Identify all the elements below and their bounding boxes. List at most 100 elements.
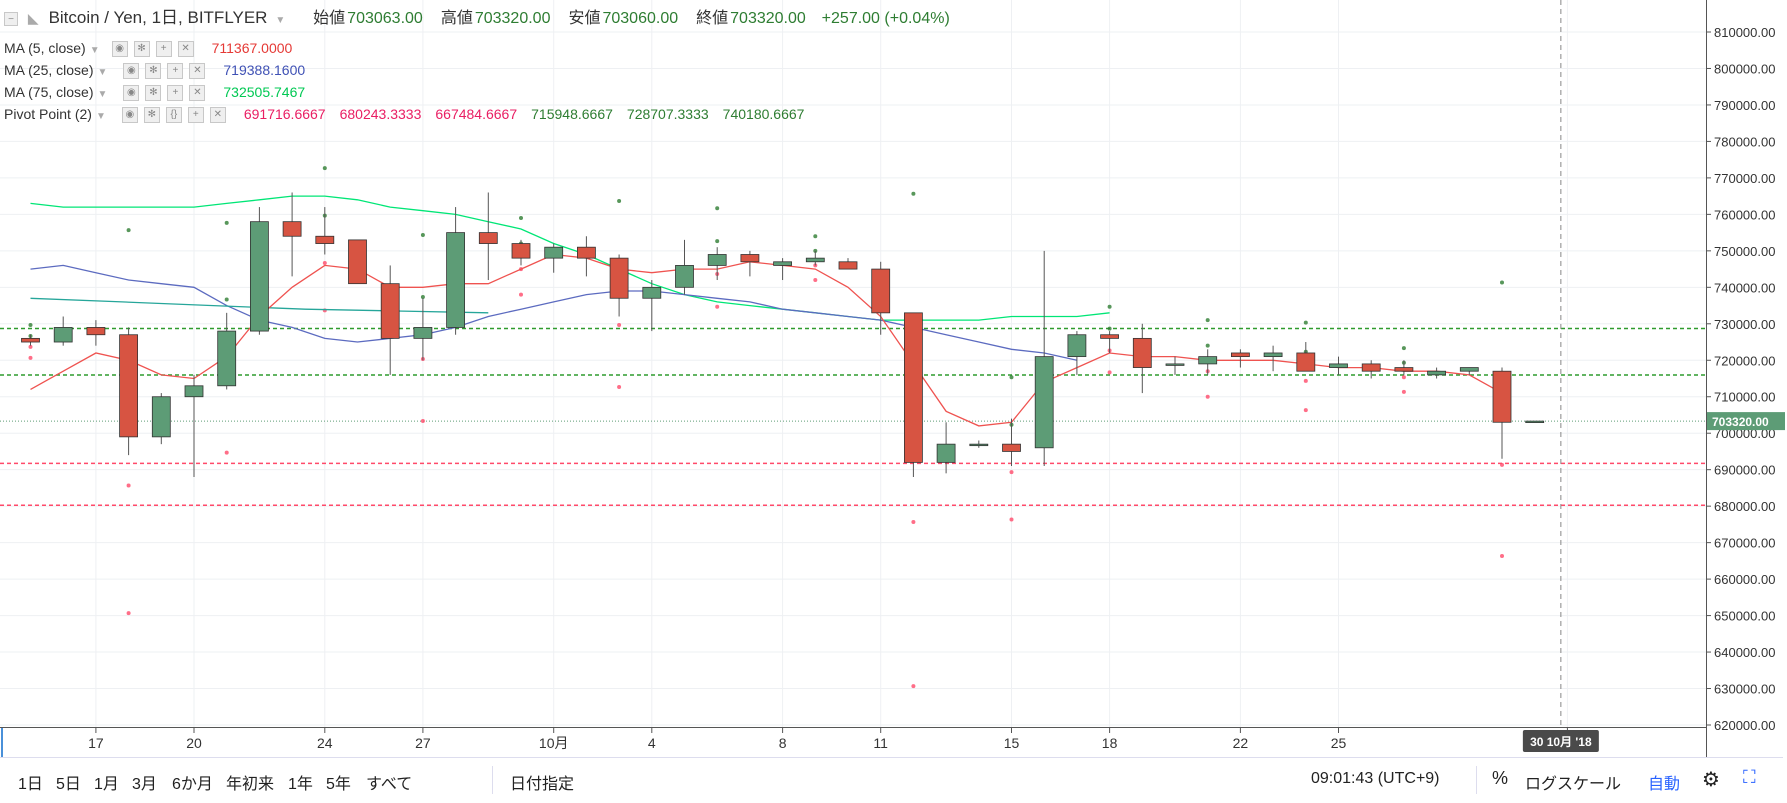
- plus-icon[interactable]: +: [187, 107, 204, 124]
- chevron-down-icon[interactable]: ▼: [97, 89, 108, 100]
- candle-body: [642, 286, 662, 299]
- eye-icon[interactable]: ◉: [123, 63, 140, 80]
- y-tick-label: 640000.00: [1714, 645, 1775, 660]
- x-tick-label: 18: [1102, 735, 1118, 751]
- gear-icon[interactable]: ✻: [133, 41, 150, 58]
- timeframe-button[interactable]: 1年: [288, 776, 313, 793]
- y-tick-label: 770000.00: [1714, 171, 1775, 186]
- close-icon[interactable]: ✕: [177, 41, 194, 58]
- crosshair: 30 10月 '18: [1522, 0, 1599, 752]
- eye-icon[interactable]: ◉: [121, 107, 138, 124]
- candle-body: [511, 243, 531, 259]
- y-tick-label: 630000.00: [1714, 682, 1775, 697]
- indicator-name[interactable]: MA (5, close): [4, 40, 86, 56]
- pivot-dot: [617, 198, 622, 203]
- candle-body: [609, 257, 629, 299]
- pivot-dot: [911, 191, 916, 196]
- x-tick-label: 10月: [539, 735, 569, 751]
- indicator-value: 715948.6667: [531, 106, 613, 122]
- pivot-dot: [1009, 517, 1014, 522]
- pivot-dot: [1303, 320, 1308, 325]
- divider: [1476, 766, 1477, 794]
- x-tick-label: 4: [648, 735, 656, 751]
- symbol-title[interactable]: Bitcoin / Yen, 1日, BITFLYER: [48, 8, 268, 27]
- timeframe-button[interactable]: 6か月: [172, 776, 213, 793]
- close-icon[interactable]: ✕: [189, 63, 206, 80]
- y-tick-label: 710000.00: [1714, 390, 1775, 405]
- timeframe-button[interactable]: 5年: [326, 776, 351, 793]
- gear-icon[interactable]: ⚙: [1702, 769, 1720, 791]
- pivot-dot: [617, 385, 622, 390]
- indicator-value: 732505.7467: [223, 84, 306, 100]
- y-tick-label: 760000.00: [1714, 207, 1775, 222]
- timeframe-button[interactable]: 1月: [94, 776, 119, 793]
- candle-body: [1067, 334, 1087, 358]
- indicator-row[interactable]: MA (5, close) ▼ ◉ ✻ + ✕ 711367.0000: [4, 37, 298, 59]
- timeframe-button[interactable]: 3月: [132, 776, 157, 793]
- last-price-label: 703320.00: [1712, 415, 1769, 429]
- indicator-name[interactable]: MA (25, close): [4, 62, 94, 78]
- gear-icon[interactable]: ✻: [145, 63, 162, 80]
- timeframe-button[interactable]: 1日: [18, 776, 43, 793]
- eye-icon[interactable]: ◉: [111, 41, 128, 58]
- chevron-down-icon[interactable]: ▼: [95, 111, 106, 122]
- gear-icon[interactable]: ✻: [145, 85, 162, 102]
- gear-icon[interactable]: ✻: [143, 107, 160, 124]
- close-icon[interactable]: ✕: [209, 107, 226, 124]
- y-tick-label: 740000.00: [1714, 280, 1775, 295]
- ma25-line: [30, 264, 1078, 361]
- date-range-button[interactable]: 日付指定: [510, 776, 575, 793]
- y-tick-label: 730000.00: [1714, 317, 1775, 332]
- indicator-value: 740180.6667: [722, 106, 805, 122]
- collapse-icon[interactable]: −: [4, 12, 18, 27]
- indicator-name[interactable]: MA (75, close): [4, 84, 94, 100]
- indicator-row[interactable]: Pivot Point (2) ▼ ◉ ✻ {} + ✕ 691716.6667 680243.…: [4, 103, 810, 125]
- pivot-dot: [1500, 554, 1504, 559]
- pivot-lines: [0, 327, 1706, 507]
- indicator-value: 728707.3333: [626, 106, 709, 122]
- log-scale-button[interactable]: ログスケール: [1525, 776, 1622, 793]
- bottom-toolbar: 1日 5日 1月 3月 6か月 年初来 1年 5年 すべて 日付指定 09:01:43 (UTC…: [0, 757, 1783, 802]
- pivot-dot: [617, 323, 622, 328]
- legend: − ◣ Bitcoin / Yen, 1日, BITFLYER ▼ 始値 7030…: [0, 0, 1700, 150]
- pivot-dot: [1205, 394, 1210, 399]
- indicator-value: 691716.6667: [243, 106, 326, 122]
- braces-icon[interactable]: {}: [165, 107, 182, 124]
- close-icon[interactable]: ✕: [189, 85, 206, 102]
- candle-body: [1002, 443, 1021, 452]
- ohlc-value: 703320.00: [474, 10, 551, 27]
- plus-icon[interactable]: +: [167, 85, 184, 102]
- pivot-dot: [126, 483, 131, 488]
- pivot-dot: [420, 233, 425, 238]
- candle-body: [1394, 367, 1414, 372]
- clock: 09:01:43 (UTC+9): [1311, 770, 1440, 787]
- candle-body: [577, 246, 596, 259]
- percent-button[interactable]: %: [1492, 768, 1509, 788]
- pivot-dot: [126, 611, 131, 616]
- chevron-down-icon[interactable]: ▼: [275, 15, 286, 26]
- plus-icon[interactable]: +: [167, 63, 184, 80]
- plus-icon[interactable]: +: [155, 41, 172, 58]
- timeframe-button[interactable]: すべて: [366, 776, 413, 793]
- pivot-dot: [420, 419, 425, 424]
- auto-scale-button[interactable]: 自動: [1648, 776, 1681, 793]
- flag-icon[interactable]: ◣: [27, 10, 39, 26]
- pivot-dot: [911, 684, 916, 689]
- y-tick-label: 670000.00: [1714, 536, 1775, 551]
- price-chart[interactable]: 810000.00 800000.00 790000.00 780000.00 7700…: [0, 0, 1787, 757]
- timeframe-button[interactable]: 年初来: [226, 776, 275, 793]
- indicator-name[interactable]: Pivot Point (2): [4, 106, 92, 122]
- indicator-value: 667484.6667: [435, 106, 518, 122]
- candle-body: [1329, 363, 1348, 368]
- candle-body: [348, 239, 367, 285]
- eye-icon[interactable]: ◉: [123, 85, 140, 102]
- indicator-row[interactable]: MA (75, close) ▼ ◉ ✻ + ✕ 732505.7467: [4, 81, 311, 103]
- x-tick-label: 24: [317, 735, 333, 751]
- x-tick-label: 20: [186, 735, 202, 751]
- candle-body: [478, 232, 498, 244]
- chevron-down-icon[interactable]: ▼: [89, 45, 100, 56]
- indicator-row[interactable]: MA (25, close) ▼ ◉ ✻ + ✕ 719388.1600: [4, 59, 311, 81]
- timeframe-button[interactable]: 5日: [56, 776, 81, 793]
- fullscreen-icon[interactable]: ⛶: [1743, 767, 1756, 787]
- chevron-down-icon[interactable]: ▼: [97, 67, 108, 78]
